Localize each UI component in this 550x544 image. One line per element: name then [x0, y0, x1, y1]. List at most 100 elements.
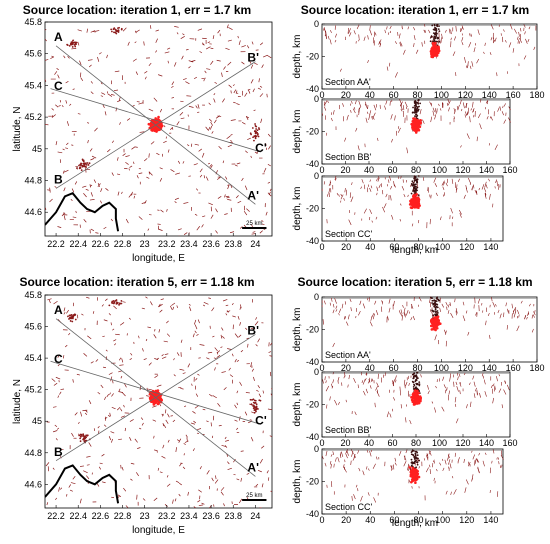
section-event — [332, 309, 335, 314]
y-tick-label: -40 — [306, 159, 319, 169]
section-name: Section CC' — [325, 502, 373, 512]
event-mark — [101, 453, 105, 457]
section-event — [345, 189, 348, 196]
event-mark — [122, 301, 126, 303]
section-event — [390, 195, 392, 201]
x-tick-label: 0 — [319, 438, 324, 448]
section-event — [358, 100, 361, 107]
section-event — [402, 304, 404, 308]
event-mark — [210, 47, 214, 50]
event-mark — [76, 373, 80, 376]
event-mark — [153, 97, 158, 102]
section-event — [524, 31, 526, 35]
event-mark — [45, 123, 49, 126]
section-event — [469, 33, 471, 37]
section-event — [389, 25, 392, 29]
event-mark — [180, 36, 185, 39]
y-tick-label: 0 — [314, 367, 319, 377]
event-mark — [189, 306, 192, 312]
event-mark — [145, 338, 148, 342]
section-column-event — [415, 379, 418, 382]
event-mark — [100, 82, 103, 85]
event-mark — [148, 62, 152, 66]
section-cluster-event — [438, 322, 442, 325]
event-mark — [171, 81, 175, 86]
event-mark — [134, 41, 137, 44]
section-event — [325, 450, 328, 457]
secondary-cluster-event — [87, 164, 90, 166]
event-mark — [95, 30, 100, 32]
event-mark — [94, 127, 98, 132]
section-event — [470, 108, 473, 111]
section-column-event — [417, 457, 419, 460]
section-column-event — [414, 185, 417, 188]
event-mark — [86, 475, 90, 480]
event-mark — [227, 39, 232, 42]
event-mark — [50, 56, 54, 59]
event-mark — [95, 359, 99, 362]
secondary-cluster-event — [79, 440, 82, 443]
section-column-event — [433, 39, 436, 42]
section-name: Section CC' — [325, 229, 373, 239]
event-mark — [188, 66, 191, 69]
section-column-event — [415, 191, 418, 193]
event-mark — [57, 151, 63, 154]
section-event — [512, 48, 515, 53]
section-event — [472, 454, 476, 460]
section-column-event — [418, 105, 420, 108]
secondary-cluster-event — [250, 403, 253, 406]
section-event — [466, 112, 469, 116]
y-tick-label: 45.8 — [24, 17, 42, 27]
section-column-event — [417, 109, 420, 112]
section-event — [388, 307, 391, 313]
event-mark — [174, 26, 179, 28]
x-tick-label: 40 — [365, 90, 375, 100]
event-mark — [178, 438, 182, 443]
event-mark — [187, 491, 189, 496]
secondary-cluster-event — [83, 165, 86, 168]
event-mark — [222, 98, 225, 103]
x-tick-label: 140 — [482, 90, 497, 100]
section-event — [351, 449, 354, 455]
event-mark — [231, 353, 234, 357]
event-mark — [259, 85, 263, 88]
event-mark — [197, 28, 203, 31]
y-tick-label: 45.4 — [24, 80, 42, 90]
profile-label: A — [54, 303, 63, 317]
section-event — [343, 316, 346, 320]
event-mark — [121, 467, 124, 471]
section-event — [395, 41, 397, 45]
event-mark — [184, 440, 189, 443]
event-mark — [55, 497, 58, 501]
event-mark — [223, 387, 227, 391]
event-mark — [67, 55, 70, 59]
section-column-event — [411, 180, 414, 183]
section-event — [498, 374, 501, 377]
event-mark — [90, 158, 95, 161]
section-event — [350, 110, 352, 113]
event-mark — [114, 343, 117, 346]
section-event — [495, 179, 498, 184]
section-event — [347, 314, 350, 320]
event-mark — [82, 409, 88, 412]
profile-label: A — [54, 30, 63, 44]
secondary-cluster-event — [112, 28, 115, 31]
section-name: Section BB' — [325, 425, 372, 435]
section-event — [499, 313, 502, 319]
secondary-cluster-event — [252, 405, 255, 408]
section-event — [475, 312, 478, 316]
event-mark — [132, 58, 137, 62]
section-column-event — [416, 461, 419, 464]
section-event — [484, 391, 487, 397]
section-event — [362, 303, 366, 309]
section-cluster-event — [435, 324, 439, 328]
x-tick-label: 22.8 — [114, 239, 132, 249]
section-event — [400, 203, 402, 206]
x-tick-label: 80 — [411, 165, 421, 175]
section-column-event — [416, 454, 419, 457]
section-event — [454, 36, 456, 41]
section-event — [357, 450, 360, 454]
event-mark — [262, 390, 265, 394]
event-mark — [201, 224, 204, 228]
